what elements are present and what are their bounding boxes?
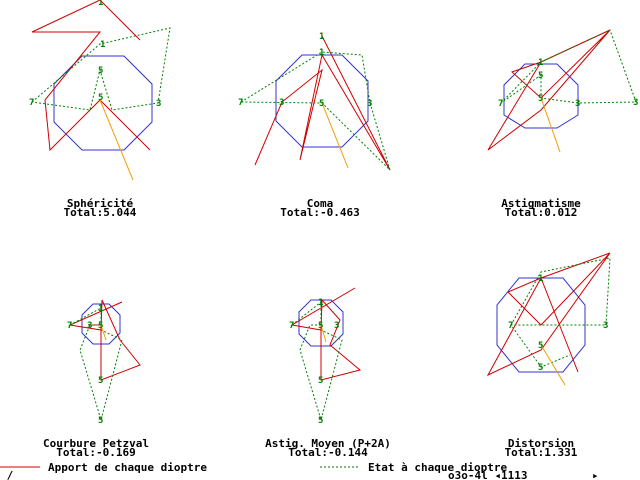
status-left: _/_ xyxy=(0,469,20,480)
node: 5 xyxy=(318,321,323,331)
node: 1 xyxy=(98,304,103,314)
node: 5 xyxy=(318,376,323,386)
red-path xyxy=(290,287,362,381)
octagon xyxy=(503,63,579,129)
red-path xyxy=(487,29,611,151)
node: 1 xyxy=(538,274,543,284)
node: 7 xyxy=(508,321,513,331)
octagon xyxy=(496,277,586,373)
red-path xyxy=(486,252,611,377)
node: 7 xyxy=(238,98,243,108)
node: 3 xyxy=(334,321,339,331)
red-path xyxy=(68,299,141,381)
node: 3 xyxy=(633,98,638,108)
panel: 1 5 7 3 5 5 Courbure Petzval Total:-0.16… xyxy=(43,299,149,459)
node: 5 xyxy=(538,94,543,104)
legend-label: Etat à chaque dioptre xyxy=(368,461,507,474)
orange-line xyxy=(540,97,561,153)
node: 5 xyxy=(538,341,543,351)
panel-title: Distorsion xyxy=(508,437,574,450)
panel: 1 1 5 5 7 3 Sphéricité Total:5.044 xyxy=(29,0,171,219)
panel-title: Courbure Petzval xyxy=(43,437,149,450)
panel: 1 7 3 5 5 Distorsion Total:1.331 xyxy=(486,252,611,459)
node: 5 xyxy=(538,363,543,373)
node: 1 xyxy=(319,48,324,58)
node: 7 xyxy=(498,99,503,109)
panel-title: Sphéricité xyxy=(67,197,134,210)
node: 5 xyxy=(98,66,103,76)
panel-total: Total:1.331 xyxy=(505,446,578,459)
node: 1 xyxy=(319,32,324,42)
green-path xyxy=(500,29,637,104)
red-path xyxy=(31,0,151,152)
node: 3 xyxy=(87,321,92,331)
panel: 1 5 7 3 5 5 Astig. Moyen (P+2A) Total:-0… xyxy=(265,287,391,459)
node: 7 xyxy=(29,98,34,108)
panel: 1 5 5 7 3 3 Astigmatisme Total:0.012 xyxy=(487,29,638,219)
node: 3 xyxy=(603,321,608,331)
panel-total: Total:-0.144 xyxy=(288,446,368,459)
node: 5 xyxy=(319,99,324,109)
panel-total: Total:0.012 xyxy=(505,206,578,219)
green-path xyxy=(291,300,343,422)
octagon xyxy=(81,303,121,345)
node: 1 xyxy=(318,298,323,308)
panel-total: Total:-0.169 xyxy=(56,446,135,459)
node: 1 xyxy=(538,58,543,68)
legend-label: Apport de chaque dioptre xyxy=(48,461,207,474)
node: 5 xyxy=(98,376,103,386)
panel-title: Coma xyxy=(307,197,334,210)
orange-line xyxy=(540,344,566,386)
node: 1 xyxy=(98,0,103,8)
node: 5 xyxy=(98,416,103,426)
node: 3 xyxy=(279,98,284,108)
panel-total: Total:-0.463 xyxy=(280,206,359,219)
green-path xyxy=(31,27,171,111)
orange-line xyxy=(99,99,134,181)
orange-line xyxy=(320,324,327,343)
node: 5 xyxy=(98,93,103,103)
node: 5 xyxy=(538,71,543,81)
orange-line xyxy=(100,324,107,341)
panel-title: Astigmatisme xyxy=(501,197,581,210)
node: 7 xyxy=(289,321,294,331)
node: 7 xyxy=(67,321,72,331)
green-path xyxy=(69,307,123,422)
green-path xyxy=(510,257,611,368)
node: 5 xyxy=(98,321,103,331)
panel-total: Total:5.044 xyxy=(64,206,137,219)
node: 5 xyxy=(318,416,323,426)
node: 1 xyxy=(100,40,105,50)
node: 3 xyxy=(575,99,580,109)
node: 3 xyxy=(156,99,161,109)
octagon xyxy=(53,55,153,151)
orange-line xyxy=(321,102,349,169)
panel-title: Astig. Moyen (P+2A) xyxy=(265,437,391,450)
octagon xyxy=(275,54,369,148)
status-arrow[interactable]: ▸ xyxy=(592,469,599,480)
node: 3 xyxy=(367,99,372,109)
status-file: o3o-4l ◂1113 xyxy=(448,469,527,480)
panel: 1 1 5 7 3 3 Coma Total:-0.463 xyxy=(238,32,391,219)
